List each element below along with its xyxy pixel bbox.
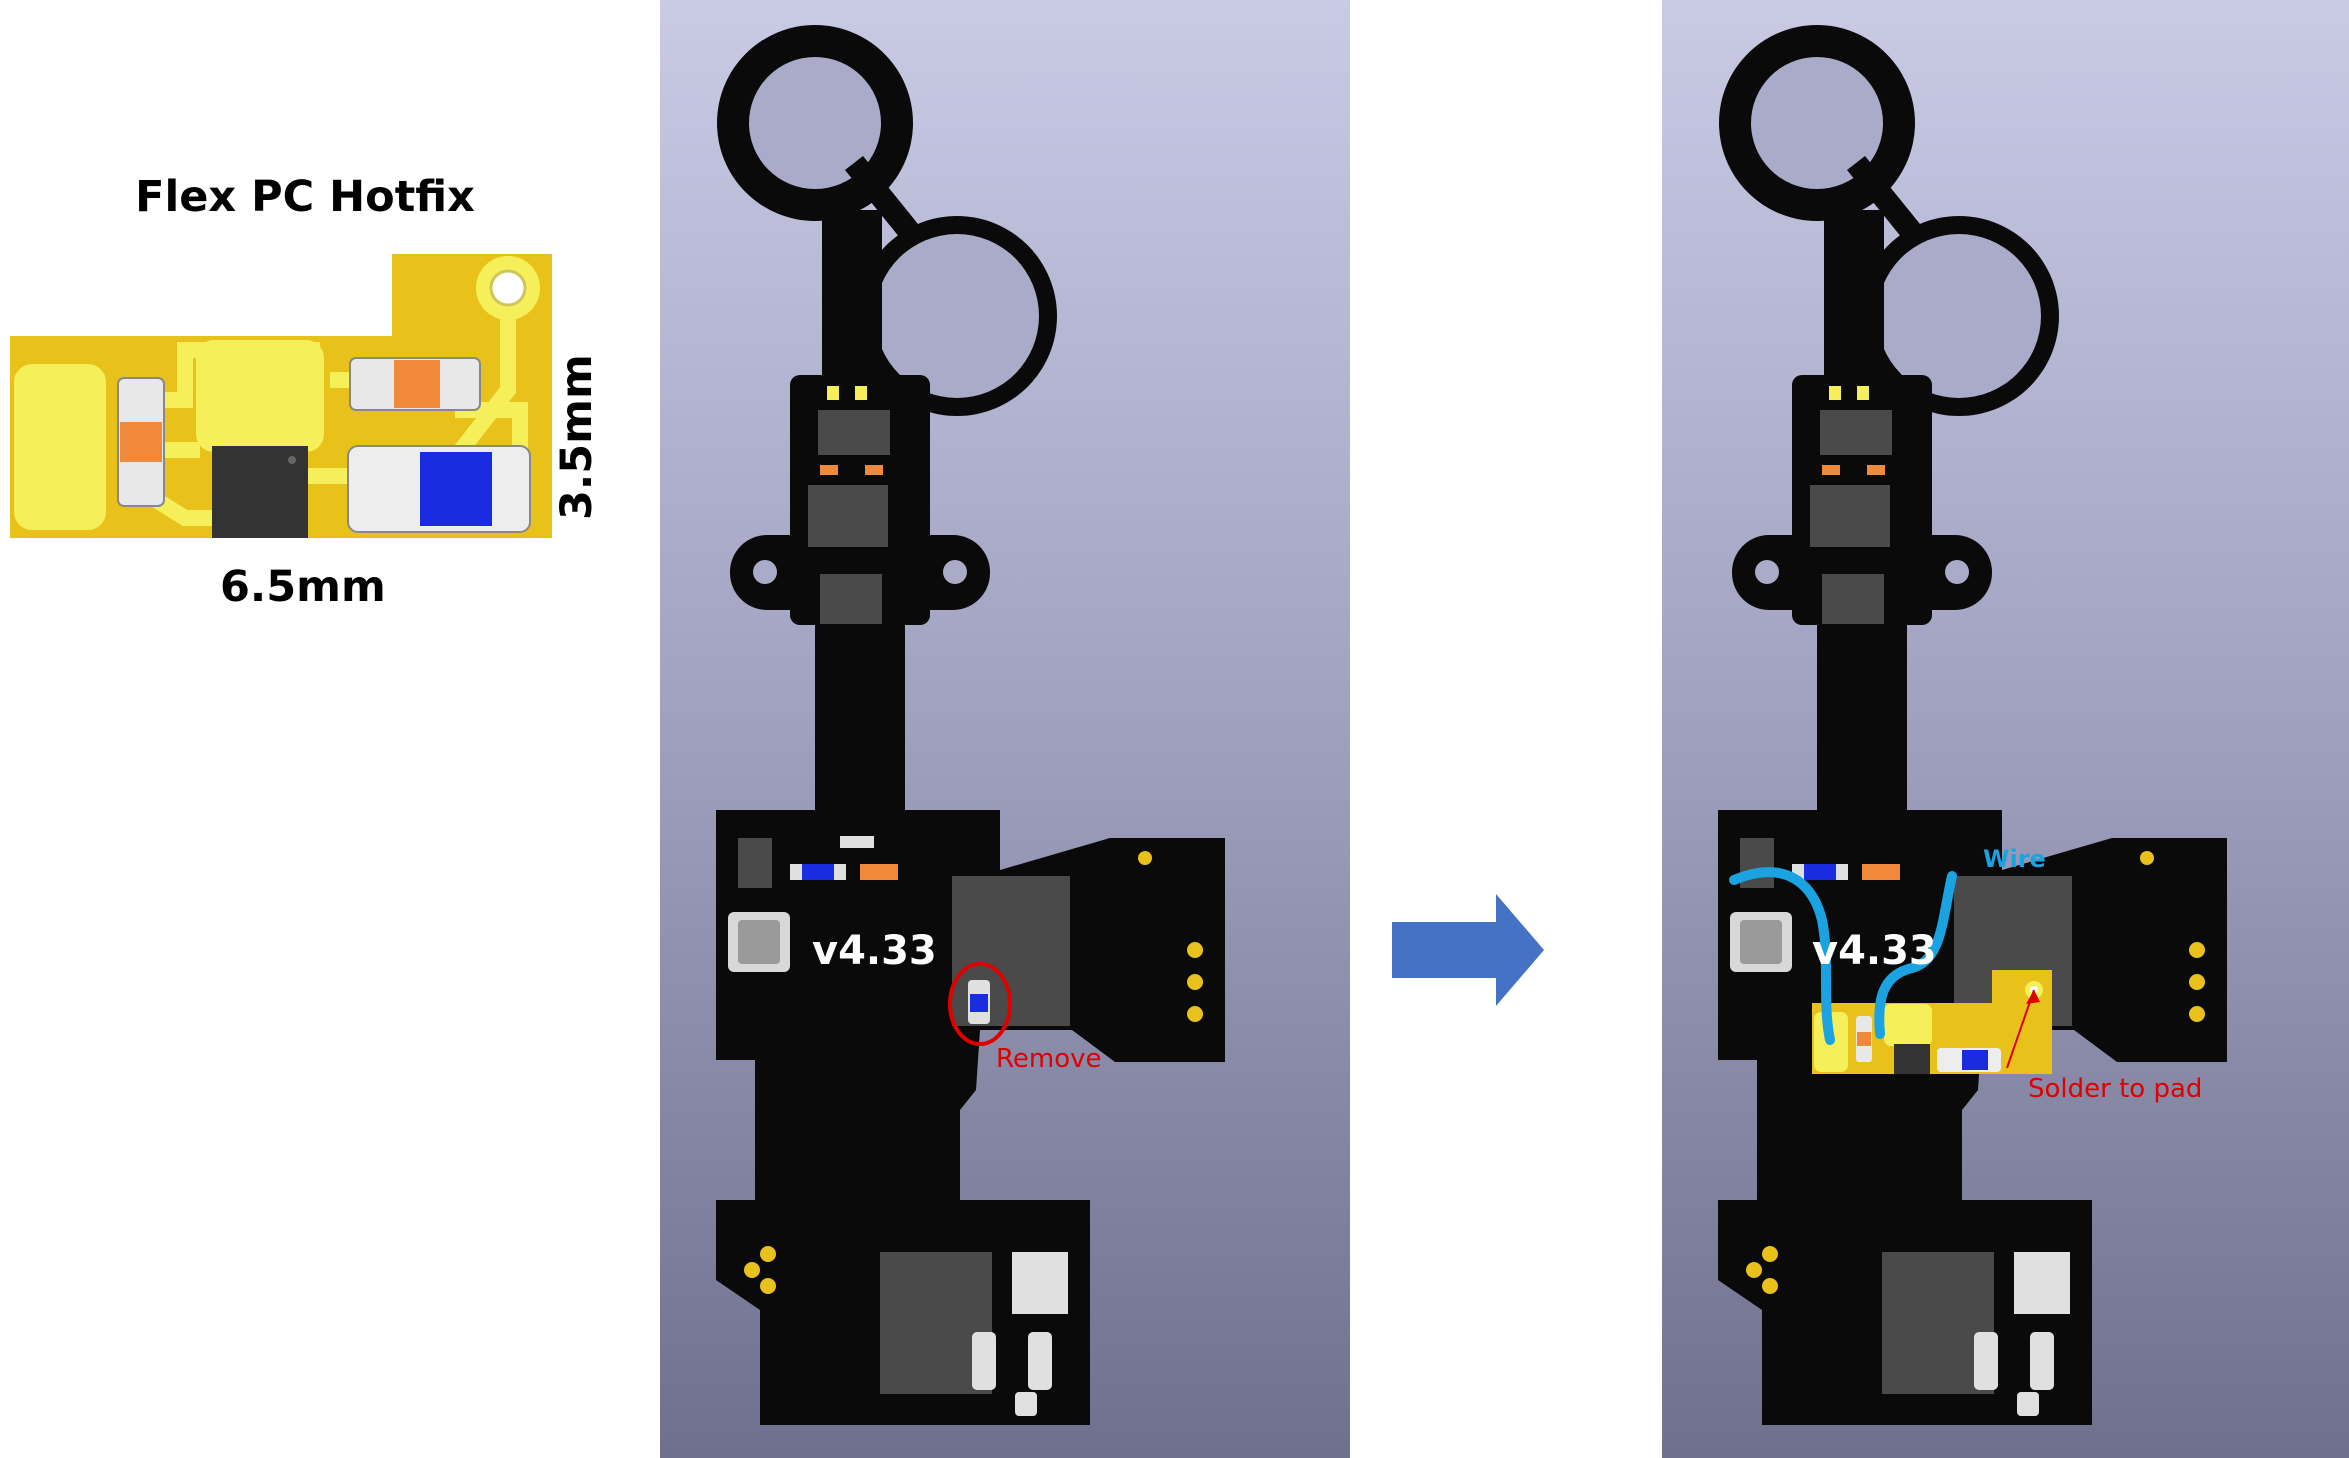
hotfix-width-label: 6.5mm xyxy=(220,562,386,612)
mounted-hotfix-board xyxy=(1812,970,2052,1074)
pcb-after xyxy=(1718,25,2227,1425)
pcb-before-body xyxy=(716,25,1225,1425)
arrow-right-icon xyxy=(1392,894,1544,1006)
hotfix-board xyxy=(10,254,552,538)
pcb-before xyxy=(716,25,1225,1425)
repair-wires xyxy=(1729,867,1957,1045)
remove-circle xyxy=(948,962,1012,1046)
solder-label: Solder to pad xyxy=(2028,1074,2203,1104)
pcb-after-body xyxy=(1718,25,2227,1425)
hotfix-pad-left xyxy=(14,364,106,530)
hotfix-title: Flex PC Hotfix xyxy=(135,172,475,222)
remove-label: Remove xyxy=(996,1044,1102,1074)
solder-pointer-arrowhead xyxy=(2026,990,2040,1004)
pcb-before-components xyxy=(728,386,1203,1416)
mount-hole-icon xyxy=(489,269,527,307)
board-version-label-after: v4.33 xyxy=(1812,928,1937,974)
wire-label: Wire xyxy=(1983,845,2046,873)
hotfix-pad-top xyxy=(196,340,324,452)
board-version-label: v4.33 xyxy=(812,928,937,974)
